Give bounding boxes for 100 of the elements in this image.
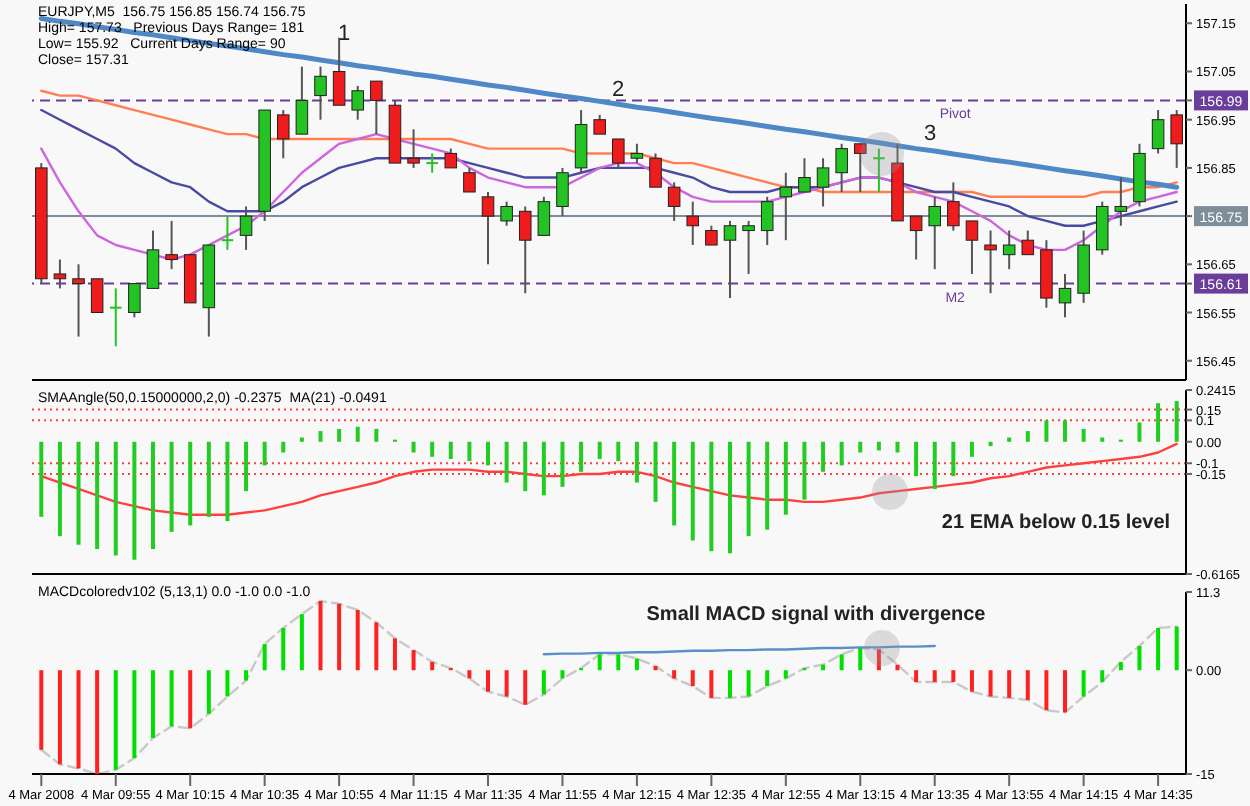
bar — [932, 441, 937, 489]
bar — [1137, 645, 1142, 671]
bar — [1081, 428, 1086, 442]
bar — [1156, 403, 1161, 442]
bar — [634, 441, 639, 483]
candlestick — [314, 65, 327, 121]
candlestick — [928, 195, 941, 271]
candlestick — [351, 84, 364, 121]
bar — [560, 670, 565, 679]
candlestick — [1002, 229, 1016, 271]
candlestick — [835, 142, 848, 193]
line-series — [40, 442, 1178, 516]
bar — [1044, 670, 1049, 711]
bar — [672, 670, 677, 679]
bar — [765, 441, 770, 530]
candlestick — [649, 152, 662, 189]
candlestick — [481, 191, 495, 266]
bar — [914, 670, 919, 682]
bar — [1063, 420, 1068, 442]
annotation: 21 EMA below 0.15 level — [941, 512, 1171, 534]
candlestick — [872, 147, 886, 193]
bar — [709, 441, 714, 552]
bar — [1063, 670, 1068, 713]
candlestick — [277, 109, 290, 160]
bar — [169, 670, 174, 727]
bar — [392, 638, 397, 671]
bar — [39, 670, 44, 750]
bar — [281, 627, 286, 671]
bar — [225, 670, 230, 697]
candlestick — [128, 282, 141, 319]
bar — [802, 441, 807, 500]
bar — [988, 670, 993, 697]
bar — [914, 441, 919, 477]
candlestick — [593, 113, 606, 136]
bar — [746, 441, 751, 537]
candlestick — [295, 65, 309, 136]
candlestick — [630, 142, 644, 165]
bar — [839, 654, 844, 671]
bar — [895, 664, 900, 671]
candlestick — [90, 277, 104, 314]
candlestick — [909, 215, 923, 261]
candlestick — [965, 219, 979, 275]
bar — [318, 431, 323, 442]
bar — [1137, 422, 1142, 442]
bar — [76, 670, 81, 769]
candlestick — [165, 219, 178, 271]
bar — [95, 441, 100, 550]
candlestick — [686, 200, 700, 247]
candlestick — [1151, 109, 1165, 155]
bar — [690, 441, 695, 541]
candlestick — [556, 166, 569, 218]
candlestick — [537, 195, 551, 237]
bar — [430, 441, 435, 457]
bar — [318, 601, 323, 671]
bar — [597, 654, 602, 671]
candlestick — [108, 287, 123, 348]
bar — [76, 441, 81, 545]
bar — [411, 441, 416, 453]
candlestick — [984, 229, 997, 295]
bar — [876, 441, 881, 451]
bar — [1174, 401, 1179, 442]
candlestick — [425, 152, 439, 174]
bar — [486, 670, 491, 692]
bar — [355, 609, 360, 671]
candlestick — [1058, 272, 1072, 319]
bar — [709, 670, 714, 698]
bar — [821, 441, 826, 472]
bar — [951, 670, 956, 682]
annotation: 1 — [337, 22, 351, 46]
bar — [150, 441, 155, 550]
bar — [821, 664, 826, 671]
bar — [1156, 627, 1161, 671]
line-series — [40, 599, 1178, 774]
candlestick — [667, 181, 681, 222]
bar — [876, 649, 881, 671]
bar — [504, 441, 509, 483]
bar — [188, 670, 193, 729]
bar — [374, 622, 379, 671]
candlestick — [854, 142, 867, 193]
bar — [1025, 670, 1030, 700]
bar — [57, 670, 62, 765]
bar — [244, 441, 249, 492]
annotation: Small MACD signal with divergence — [646, 604, 986, 626]
bar — [560, 441, 565, 487]
bar — [448, 441, 453, 459]
bar — [262, 643, 267, 671]
annotation: 2 — [611, 78, 625, 102]
bar — [337, 428, 342, 442]
bar — [188, 441, 193, 526]
bar — [486, 441, 491, 466]
bar — [169, 441, 174, 532]
bar — [1044, 420, 1049, 442]
candlestick — [612, 137, 625, 169]
bar — [281, 441, 286, 453]
bar — [672, 441, 677, 526]
bar — [225, 441, 230, 522]
bar — [206, 441, 211, 517]
bar — [1174, 626, 1179, 671]
bar — [951, 441, 956, 477]
bar — [746, 670, 751, 697]
